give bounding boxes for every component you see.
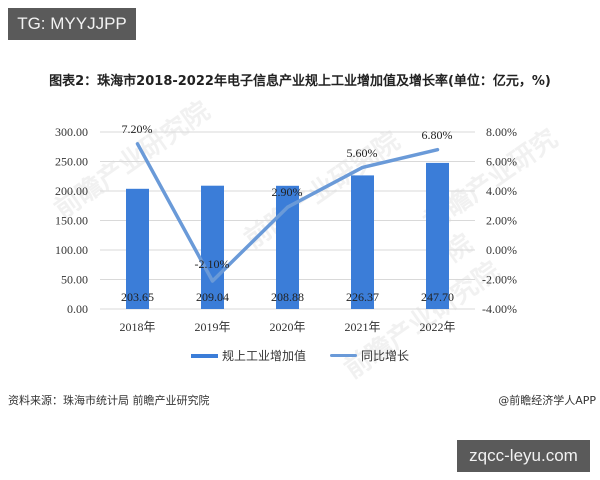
line-label: 5.60%: [347, 146, 378, 160]
left-axis: 300.00 250.00 200.00 150.00 100.00 50.00…: [55, 125, 88, 316]
right-tick: -2.00%: [482, 273, 517, 287]
left-tick: 150.00: [55, 214, 88, 228]
x-tick: 2022年: [419, 320, 455, 334]
legend-label-bar: 规上工业增加值: [221, 349, 306, 363]
watermark-tag-bottom: zqcc-leyu.com: [457, 440, 590, 472]
source-note: 资料来源：珠海市统计局 前瞻产业研究院: [8, 394, 210, 407]
bar-swatch-icon: [190, 353, 218, 358]
x-tick: 2021年: [344, 320, 380, 334]
left-tick: 100.00: [55, 243, 88, 257]
x-tick: 2019年: [194, 320, 230, 334]
line-label: 7.20%: [122, 122, 153, 136]
right-axis: 8.00% 6.00% 4.00% 2.00% 0.00% -2.00% -4.…: [482, 125, 517, 316]
credit-note: @前瞻经济学人APP: [498, 394, 596, 407]
legend-label-line: 同比增长: [361, 349, 410, 363]
bar-label: 203.65: [121, 290, 154, 304]
bar-label: 226.37: [346, 290, 379, 304]
bar-data-labels: 203.65 209.04 208.88 226.37 247.70: [121, 290, 454, 304]
right-tick: 0.00%: [486, 243, 517, 257]
x-tick: 2020年: [269, 320, 305, 334]
watermark-tag-top: TG: MYYJJPP: [8, 8, 136, 40]
bar-2020: [276, 185, 299, 309]
chart-legend: 规上工业增加值 同比增长: [0, 347, 600, 364]
bar-label: 208.88: [271, 290, 304, 304]
bar-2018: [126, 188, 149, 309]
line-label: 6.80%: [422, 128, 453, 142]
bar-2019: [201, 185, 224, 309]
bar-label: 209.04: [196, 290, 229, 304]
right-tick: -4.00%: [482, 302, 517, 316]
bar-series: [126, 162, 449, 309]
right-tick: 2.00%: [486, 214, 517, 228]
left-tick: 300.00: [55, 125, 88, 139]
right-tick: 6.00%: [486, 155, 517, 169]
legend-item-line: 同比增长: [330, 347, 409, 364]
bar-2021: [351, 175, 374, 309]
left-tick: 250.00: [55, 155, 88, 169]
line-label: -2.10%: [195, 257, 230, 271]
bar-2022: [426, 162, 449, 309]
left-tick: 50.00: [61, 273, 88, 287]
legend-item-bar: 规上工业增加值: [190, 347, 306, 364]
chart-title: 图表2：珠海市2018-2022年电子信息产业规上工业增加值及增长率(单位：亿元…: [49, 74, 551, 89]
line-swatch-icon: [330, 354, 357, 357]
left-tick: 0.00: [67, 302, 88, 316]
x-axis: 2018年 2019年 2020年 2021年 2022年: [119, 320, 455, 334]
x-tick: 2018年: [119, 320, 155, 334]
line-data-labels: 7.20% -2.10% 2.90% 5.60% 6.80%: [122, 122, 453, 271]
left-tick: 200.00: [55, 184, 88, 198]
line-label: 2.90%: [272, 185, 303, 199]
growth-line: [135, 142, 440, 283]
right-tick: 8.00%: [486, 125, 517, 139]
bar-label: 247.70: [421, 290, 454, 304]
right-tick: 4.00%: [486, 184, 517, 198]
